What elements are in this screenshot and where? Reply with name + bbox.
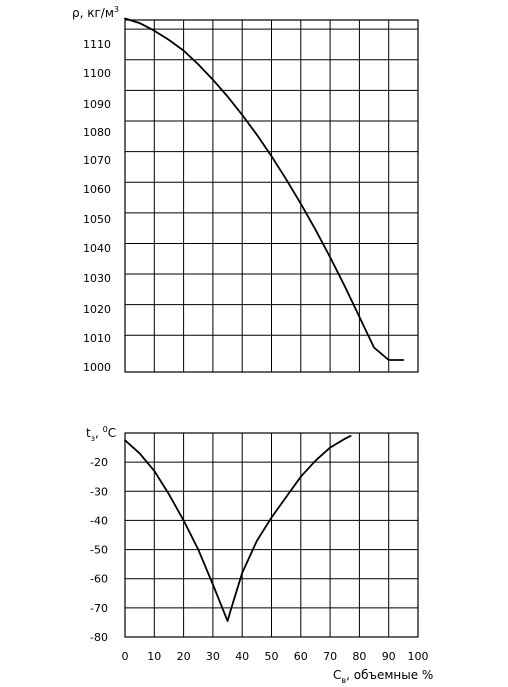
x-tick-label: 20: [177, 650, 191, 663]
density-plot-frame: [124, 19, 419, 373]
density-y-tick-label: 1010: [83, 332, 111, 345]
density-y-tick-label: 1040: [83, 242, 111, 255]
x-tick-label: 70: [323, 650, 337, 663]
x-tick-labels: 0 10 20 30 40 50 60 70 80 90 100: [122, 650, 429, 663]
x-tick-label: 60: [294, 650, 308, 663]
x-tick-label: 90: [382, 650, 396, 663]
freezing-y-tick-label: -80: [90, 631, 108, 644]
density-y-tick-label: 1070: [83, 154, 111, 167]
x-tick-label: 100: [408, 650, 429, 663]
x-tick-label: 50: [265, 650, 279, 663]
density-y-tick-label: 1100: [83, 67, 111, 80]
freezing-y-tick-label: -70: [90, 602, 108, 615]
x-tick-label: 40: [235, 650, 249, 663]
freezing-point-y-axis-title: tз, 0С: [86, 425, 116, 443]
density-y-tick-label: 1000: [83, 361, 111, 374]
density-y-tick-label: 1050: [83, 213, 111, 226]
freezing-y-tick-label: -40: [90, 514, 108, 527]
freezing-point-y-tick-labels: -20 -30 -40 -50 -60 -70 -80: [90, 456, 108, 644]
freezing-y-tick-label: -20: [90, 456, 108, 469]
x-tick-label: 80: [352, 650, 366, 663]
x-tick-label: 0: [122, 650, 129, 663]
density-y-tick-label: 1110: [83, 38, 111, 51]
freezing-y-tick-label: -60: [90, 573, 108, 586]
density-chart: 1110 1100 1090 1080 1070 1060 1050 1040 1030 1020…: [72, 5, 419, 374]
freezing-point-chart: -20 -30 -40 -50 -60 -70 -80 0 10 20 30 40 50 60 70 80 9…: [86, 425, 433, 685]
density-y-tick-label: 1090: [83, 98, 111, 111]
freezing-point-curve: [124, 435, 352, 622]
freezing-y-tick-label: -30: [90, 485, 108, 498]
density-y-tick-labels: 1110 1100 1090 1080 1070 1060 1050 1040 1030 1020…: [83, 38, 111, 374]
freezing-y-tick-label: -50: [90, 544, 108, 557]
density-y-tick-label: 1030: [83, 272, 111, 285]
x-axis-title: Cв, объемные %: [333, 668, 433, 685]
freezing-point-plot-frame: [124, 432, 419, 638]
x-tick-label: 30: [206, 650, 220, 663]
x-tick-label: 10: [147, 650, 161, 663]
freezing-point-gridlines: [125, 433, 418, 637]
density-y-tick-label: 1020: [83, 303, 111, 316]
density-y-tick-label: 1060: [83, 183, 111, 196]
density-y-tick-label: 1080: [83, 126, 111, 139]
density-curve: [124, 17, 405, 361]
density-gridlines: [125, 20, 418, 372]
density-y-axis-title: ρ, кг/м3: [72, 5, 119, 20]
